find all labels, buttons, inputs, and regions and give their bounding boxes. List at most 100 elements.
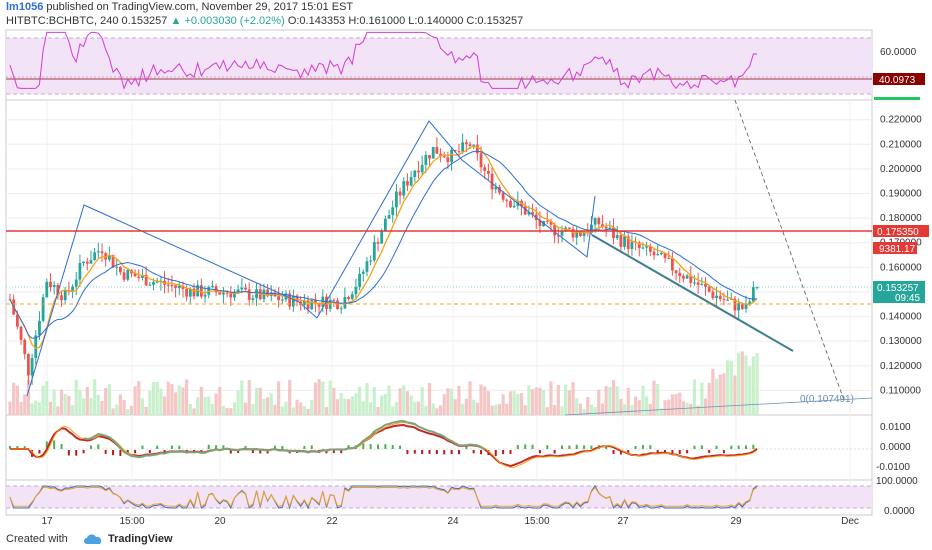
volume-bar [435,408,439,415]
volume-bar [402,385,406,415]
candle-body [413,170,417,178]
candle-body [391,207,395,216]
candle-body [306,300,310,310]
candle-body [406,181,409,186]
time-tick: 27 [617,516,629,527]
macd-tick-2: 0.0000 [880,442,911,453]
volume-bar [155,382,159,415]
volume-bar [251,404,255,415]
volume-bar [604,386,608,415]
candle-body [656,254,660,256]
volume-bar [398,388,402,415]
volume-bar [648,403,652,415]
volume-bar [615,386,619,415]
candle-body [553,224,557,236]
published-info: published on TradingView.com, November 2… [46,1,354,13]
tradingview-cloud-icon[interactable] [82,532,104,546]
candle-body [457,151,461,153]
rsi-last-label: 40.0973 [879,75,916,86]
candle-body [266,289,269,297]
volume-bar [538,387,542,415]
volume-bar [376,406,380,415]
candle-body [604,227,608,229]
volume-bar [409,395,413,415]
volume-bar [589,404,594,415]
candle-body [347,296,350,300]
volume-bar [324,407,329,415]
volume-bar [82,398,86,415]
candle-body [545,220,549,222]
volume-bar [63,394,67,415]
candle-body [420,164,424,173]
macd-histogram-bar [634,445,637,449]
volume-bar [405,391,410,415]
candle-body [659,252,663,255]
volume-bar [582,408,586,415]
candle-body [490,173,494,190]
candle-body [67,290,71,292]
macd-histogram-bar [649,445,652,449]
volume-bar [240,380,244,415]
price-tick: 0.220000 [880,115,922,126]
macd-histogram-bar [605,445,608,449]
candle-body [748,301,752,304]
macd-histogram-bar [67,450,70,456]
candle-body [295,295,299,302]
candle-body [608,227,612,229]
volume-bar [486,391,490,415]
macd-tick-3: -0.0100 [876,462,910,473]
volume-bar [542,389,546,415]
macd-histogram-bar [178,445,181,449]
candle-body [472,144,476,146]
candle-body [498,187,501,193]
volume-bar [714,378,719,415]
candle-body [428,155,431,159]
volume-bar [751,356,755,415]
volume-bar [692,379,697,415]
volume-bar [332,387,336,415]
candle-body [693,282,696,284]
candle-body [211,286,214,288]
candle-body [310,300,314,310]
volume-bar [358,386,362,415]
candle-body [722,299,726,301]
macd-histogram-bar [45,441,48,449]
volume-bar [177,385,181,415]
volume-bar [703,398,708,415]
macd-histogram-bar [251,450,254,454]
candle-body [380,231,384,244]
candle-body [424,155,428,165]
macd-histogram-bar [75,450,78,456]
macd-histogram-bar [590,445,593,449]
candle-body [487,170,490,174]
candle-body [155,281,159,283]
volume-bar [302,406,306,415]
author-name[interactable]: lm1056 [6,1,44,13]
volume-bar [19,401,23,415]
macd-histogram-bar [546,445,549,449]
chart-canvas[interactable]: 60.0000 40.0973 0(0.107491) 0.220000 0.21… [0,0,932,528]
volume-bar [530,389,535,415]
candle-body [395,191,398,208]
candle-body [512,205,516,208]
symbol-label: HITBTC:BCHBTC, 240 [6,15,119,27]
macd-histogram-bar [9,446,11,449]
candle-body [214,286,218,293]
candle-body [251,298,255,300]
volume-bar [689,403,693,415]
tradingview-brand[interactable]: TradingView [108,533,173,545]
candle-body [398,191,402,196]
chart-header: lm1056 published on TradingView.com, Nov… [0,0,932,30]
volume-bar [343,398,347,415]
volume-bar [641,385,645,415]
candle-body [431,146,435,159]
time-axis: 17 15:00 20 22 24 15:00 27 29 Dec [41,516,858,527]
macd-histogram-bar [222,445,225,449]
volume-bar [674,394,678,415]
price-tick: 0.200000 [880,164,922,175]
volume-bar [185,379,189,415]
candle-body [240,287,244,290]
time-tick: Dec [841,516,859,527]
time-tick: 15:00 [524,516,549,527]
volume-bar [236,390,240,415]
